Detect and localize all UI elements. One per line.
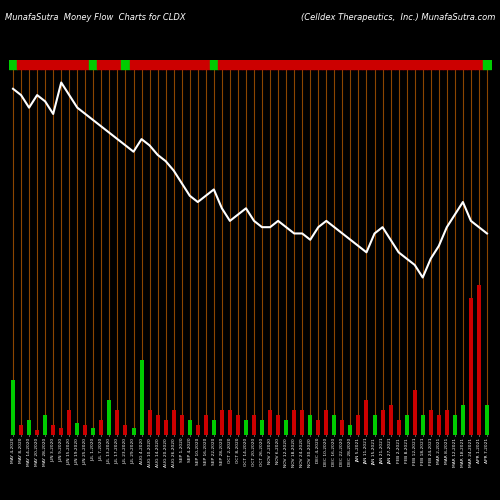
Bar [380,410,384,435]
Bar [236,415,240,435]
Bar [140,360,143,435]
Bar [308,415,312,435]
Bar [164,420,168,435]
Bar [116,410,119,435]
Bar [156,415,160,435]
Bar [180,415,184,435]
Bar [404,415,408,435]
Bar [453,415,457,435]
Bar [11,380,15,435]
Bar [412,390,416,435]
Bar [396,420,400,435]
Bar [132,428,136,435]
Bar [188,420,192,435]
Bar [220,410,224,435]
Text: (Celldex Therapeutics,  Inc.) MunafaSutra.com: (Celldex Therapeutics, Inc.) MunafaSutra… [300,12,495,22]
Bar [340,420,344,435]
Bar [124,425,128,435]
Bar [276,415,280,435]
Bar [324,410,328,435]
Bar [252,415,256,435]
Bar [428,410,433,435]
Bar [445,410,449,435]
Bar [92,428,96,435]
Bar [284,420,288,435]
Bar [27,420,31,435]
Bar [244,420,248,435]
Bar [477,285,481,435]
Bar [196,425,200,435]
Bar [19,425,23,435]
Bar [485,405,489,435]
Bar [100,420,103,435]
Bar [76,422,80,435]
Bar [420,415,424,435]
Bar [108,400,112,435]
Bar [59,428,63,435]
Bar [469,298,473,435]
Bar [35,430,39,435]
Bar [356,415,360,435]
Bar [332,415,336,435]
Bar [437,415,441,435]
Bar [204,415,208,435]
Bar [67,410,71,435]
Bar [300,410,304,435]
Bar [388,405,392,435]
Bar [268,410,272,435]
Bar [51,425,55,435]
Bar [212,420,216,435]
Bar [316,420,320,435]
Text: MunafaSutra  Money Flow  Charts for CLDX: MunafaSutra Money Flow Charts for CLDX [5,12,186,22]
Bar [148,410,152,435]
Bar [228,410,232,435]
Bar [461,405,465,435]
Bar [372,415,376,435]
Bar [43,415,47,435]
Bar [260,420,264,435]
Bar [84,425,87,435]
Bar [364,400,368,435]
Bar [348,425,352,435]
Bar [292,410,296,435]
Bar [172,410,175,435]
